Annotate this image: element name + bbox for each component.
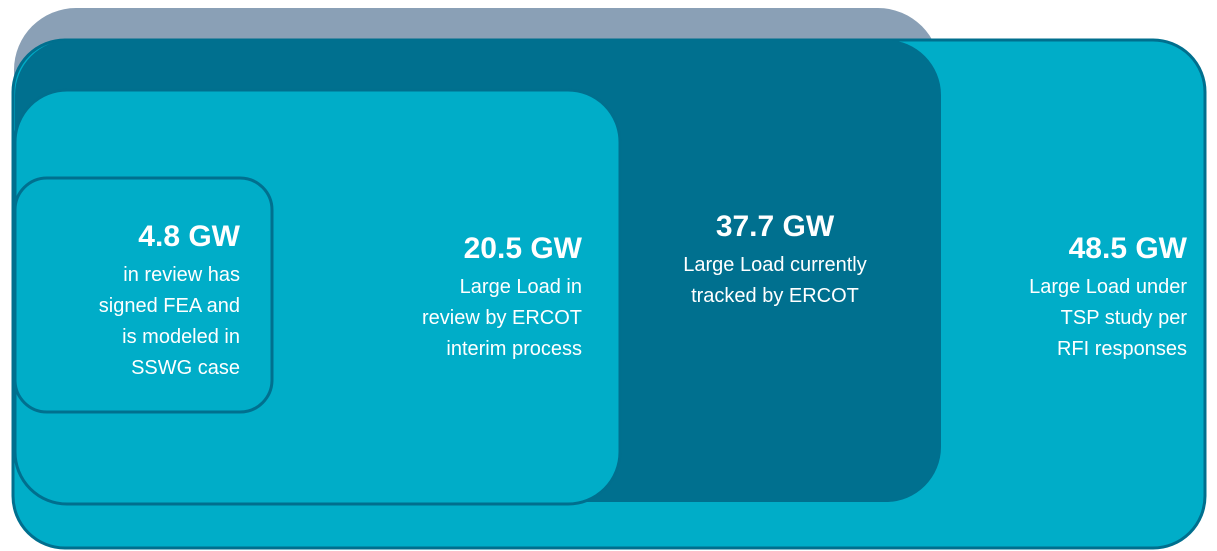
box-description: RFI responses: [1057, 338, 1187, 360]
box-description: Large Load under: [1029, 276, 1187, 298]
box-description: in review has: [123, 264, 240, 286]
box-description: signed FEA and: [99, 295, 240, 317]
box-value: 37.7 GW: [716, 210, 835, 243]
box-description: interim process: [446, 338, 582, 360]
labels: 48.5 GW Large Load under TSP study per RFI …: [99, 210, 1188, 379]
box-description: SSWG case: [131, 357, 240, 379]
box-description: Large Load in: [460, 276, 582, 298]
box-description: is modeled in: [122, 326, 240, 348]
box-4-8: [13, 176, 274, 414]
box-value: 48.5 GW: [1069, 232, 1188, 265]
box-description: TSP study per: [1061, 307, 1188, 329]
box-description: tracked by ERCOT: [691, 285, 859, 307]
box-value: 4.8 GW: [138, 220, 240, 253]
box-value: 20.5 GW: [464, 232, 583, 265]
box-description: Large Load currently: [683, 254, 866, 276]
box-description: review by ERCOT: [422, 307, 582, 329]
